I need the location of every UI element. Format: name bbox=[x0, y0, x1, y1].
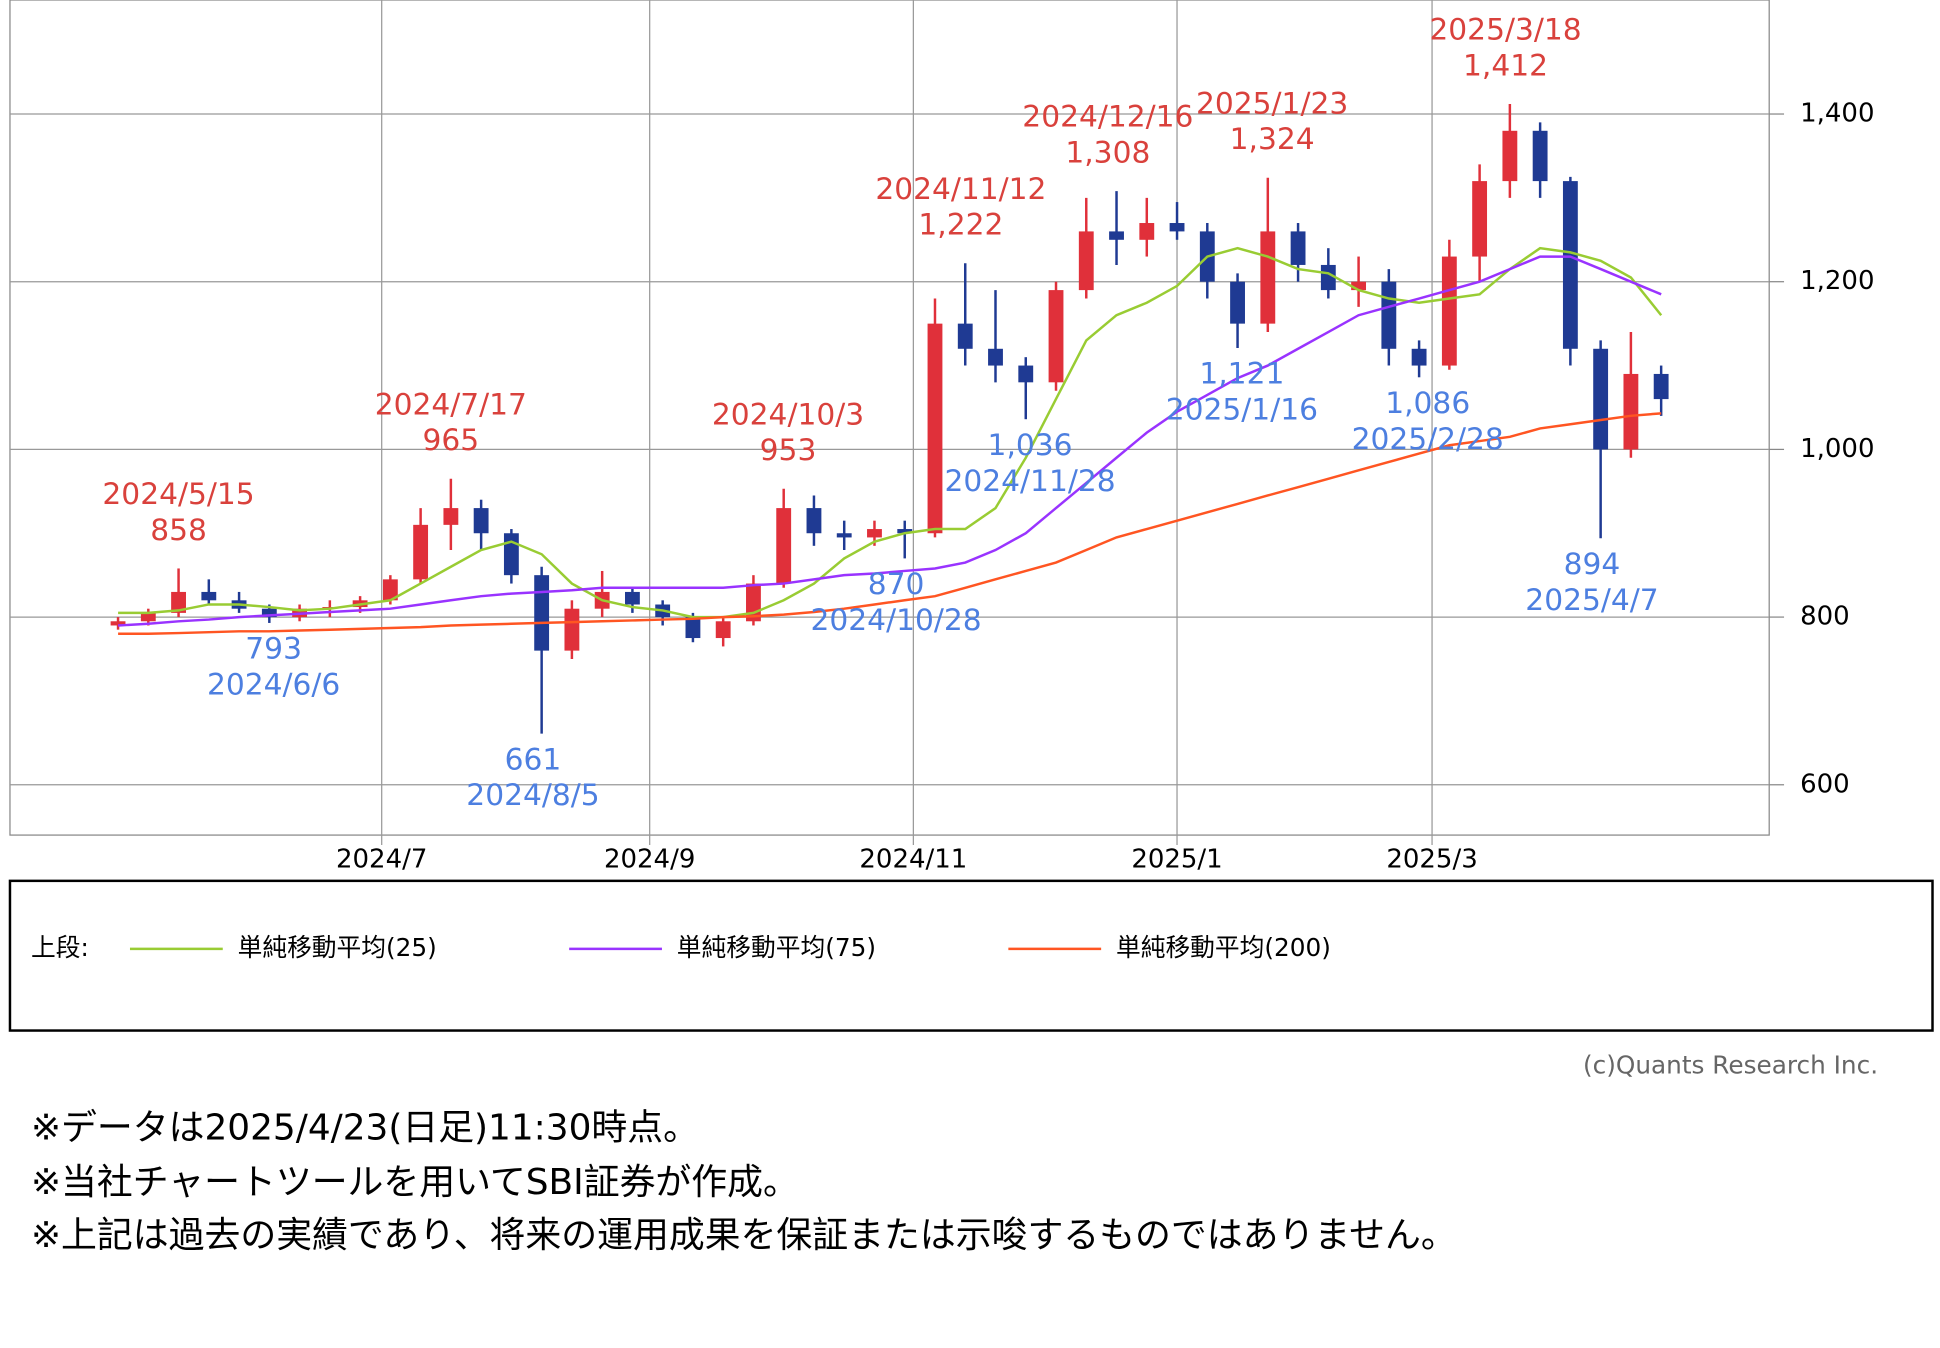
candle-body bbox=[1018, 365, 1034, 383]
moving-average-line bbox=[118, 412, 1662, 636]
candle-body bbox=[685, 617, 701, 639]
annotation-value: 894 bbox=[1564, 547, 1621, 582]
x-tick-label: 2025/3 bbox=[1386, 844, 1477, 874]
y-tick-label: 1,000 bbox=[1800, 434, 1874, 464]
candle-body bbox=[1169, 223, 1185, 232]
candle-body bbox=[1562, 181, 1578, 349]
annotation-value: 1,086 bbox=[1385, 386, 1470, 421]
y-tick-label: 1,200 bbox=[1800, 266, 1874, 296]
annotation-date: 2024/7/17 bbox=[375, 387, 527, 422]
candle-body bbox=[382, 579, 398, 601]
candle-body bbox=[1653, 373, 1669, 400]
x-tick-label: 2024/11 bbox=[859, 844, 967, 874]
candle-body bbox=[1351, 281, 1367, 291]
annotation-date: 2024/11/28 bbox=[945, 464, 1116, 499]
annotation-value: 1,324 bbox=[1230, 122, 1315, 157]
candle-body bbox=[564, 608, 580, 651]
candle-body bbox=[957, 323, 973, 349]
annotation-date: 2024/8/5 bbox=[466, 778, 599, 813]
annotation-value: 953 bbox=[760, 433, 817, 468]
candle-body bbox=[1139, 223, 1155, 240]
candle-body bbox=[1532, 130, 1548, 182]
candle-body bbox=[1260, 231, 1276, 324]
annotation-date: 2025/3/18 bbox=[1429, 12, 1581, 47]
x-tick-label: 2024/9 bbox=[604, 844, 695, 874]
annotation-value: 793 bbox=[245, 632, 302, 667]
annotation-date: 2025/1/16 bbox=[1166, 393, 1318, 428]
legend-box bbox=[8, 879, 1934, 1032]
moving-average-line bbox=[118, 246, 1663, 619]
candle-body bbox=[171, 591, 186, 613]
annotation-date: 2024/5/15 bbox=[102, 477, 254, 512]
note: ※データは2025/4/23(日足)11:30時点。 bbox=[31, 1108, 699, 1149]
annotation-value: 1,308 bbox=[1065, 136, 1150, 171]
copyright: (c)Quants Research Inc. bbox=[1583, 1050, 1878, 1079]
candle-body bbox=[1290, 231, 1306, 265]
candle-body bbox=[988, 348, 1003, 366]
annotation-value: 870 bbox=[868, 567, 925, 602]
annotation-date: 2025/4/7 bbox=[1525, 583, 1658, 618]
candle-body bbox=[776, 508, 792, 584]
annotation-value: 965 bbox=[423, 423, 480, 458]
candle-body bbox=[1502, 130, 1518, 182]
moving-average-line bbox=[118, 255, 1662, 627]
candle-body bbox=[261, 608, 277, 618]
annotation-date: 2025/2/28 bbox=[1352, 422, 1504, 457]
annotation-date: 2025/1/23 bbox=[1196, 86, 1348, 121]
legend-entry: 単純移動平均(200) bbox=[1116, 933, 1331, 962]
annotation-value: 1,412 bbox=[1463, 48, 1548, 83]
candle-body bbox=[897, 529, 913, 534]
candle-body bbox=[1320, 264, 1336, 291]
annotation-date: 2024/6/6 bbox=[207, 668, 340, 703]
candle-body bbox=[1593, 348, 1609, 450]
candle-body bbox=[1109, 231, 1124, 240]
y-tick-label: 800 bbox=[1800, 602, 1850, 632]
candle-body bbox=[1472, 181, 1488, 257]
candle-body bbox=[927, 323, 943, 534]
annotation-date: 2024/11/12 bbox=[875, 172, 1046, 207]
candle-body bbox=[473, 508, 489, 534]
candle-body bbox=[1230, 281, 1245, 324]
candle-body bbox=[503, 533, 519, 576]
plot-frame bbox=[9, 0, 1770, 836]
legend-entry: 単純移動平均(25) bbox=[238, 933, 437, 962]
candle-body bbox=[140, 612, 156, 622]
candle-body bbox=[715, 621, 731, 639]
annotation-value: 858 bbox=[150, 513, 207, 548]
candle-body bbox=[1078, 231, 1094, 291]
candle-body bbox=[1623, 373, 1639, 450]
candle-body bbox=[110, 621, 126, 626]
annotation-date: 2024/10/3 bbox=[712, 397, 864, 432]
legend-label: 上段: bbox=[31, 933, 89, 962]
candle-body bbox=[867, 529, 882, 538]
y-tick-label: 600 bbox=[1800, 769, 1850, 799]
legend-entry: 単純移動平均(75) bbox=[677, 933, 876, 962]
candle-body bbox=[443, 508, 459, 525]
candle-body bbox=[836, 533, 852, 538]
annotation-value: 1,036 bbox=[988, 428, 1073, 463]
annotation-value: 1,222 bbox=[918, 208, 1003, 243]
x-tick-label: 2025/1 bbox=[1131, 844, 1222, 874]
candle-body bbox=[1048, 290, 1064, 383]
annotation-date: 2024/12/16 bbox=[1022, 100, 1193, 135]
candle-body bbox=[1411, 348, 1427, 366]
candle-body bbox=[534, 575, 550, 651]
annotation-date: 2024/10/28 bbox=[811, 603, 982, 638]
note: ※当社チャートツールを用いてSBI証券が作成。 bbox=[31, 1162, 799, 1203]
candle-body bbox=[201, 591, 217, 601]
y-tick-label: 1,400 bbox=[1800, 99, 1874, 129]
annotation-value: 1,121 bbox=[1199, 357, 1284, 392]
annotation-value: 661 bbox=[505, 742, 562, 777]
candle-body bbox=[624, 591, 640, 605]
x-tick-label: 2024/7 bbox=[336, 844, 427, 874]
note: ※上記は過去の実績であり、将来の運用成果を保証または示唆するものではありません。 bbox=[31, 1215, 1457, 1256]
candle-body bbox=[806, 508, 822, 534]
candle-body bbox=[413, 524, 429, 580]
candle-body bbox=[1381, 281, 1397, 349]
candle-body bbox=[1441, 256, 1457, 366]
